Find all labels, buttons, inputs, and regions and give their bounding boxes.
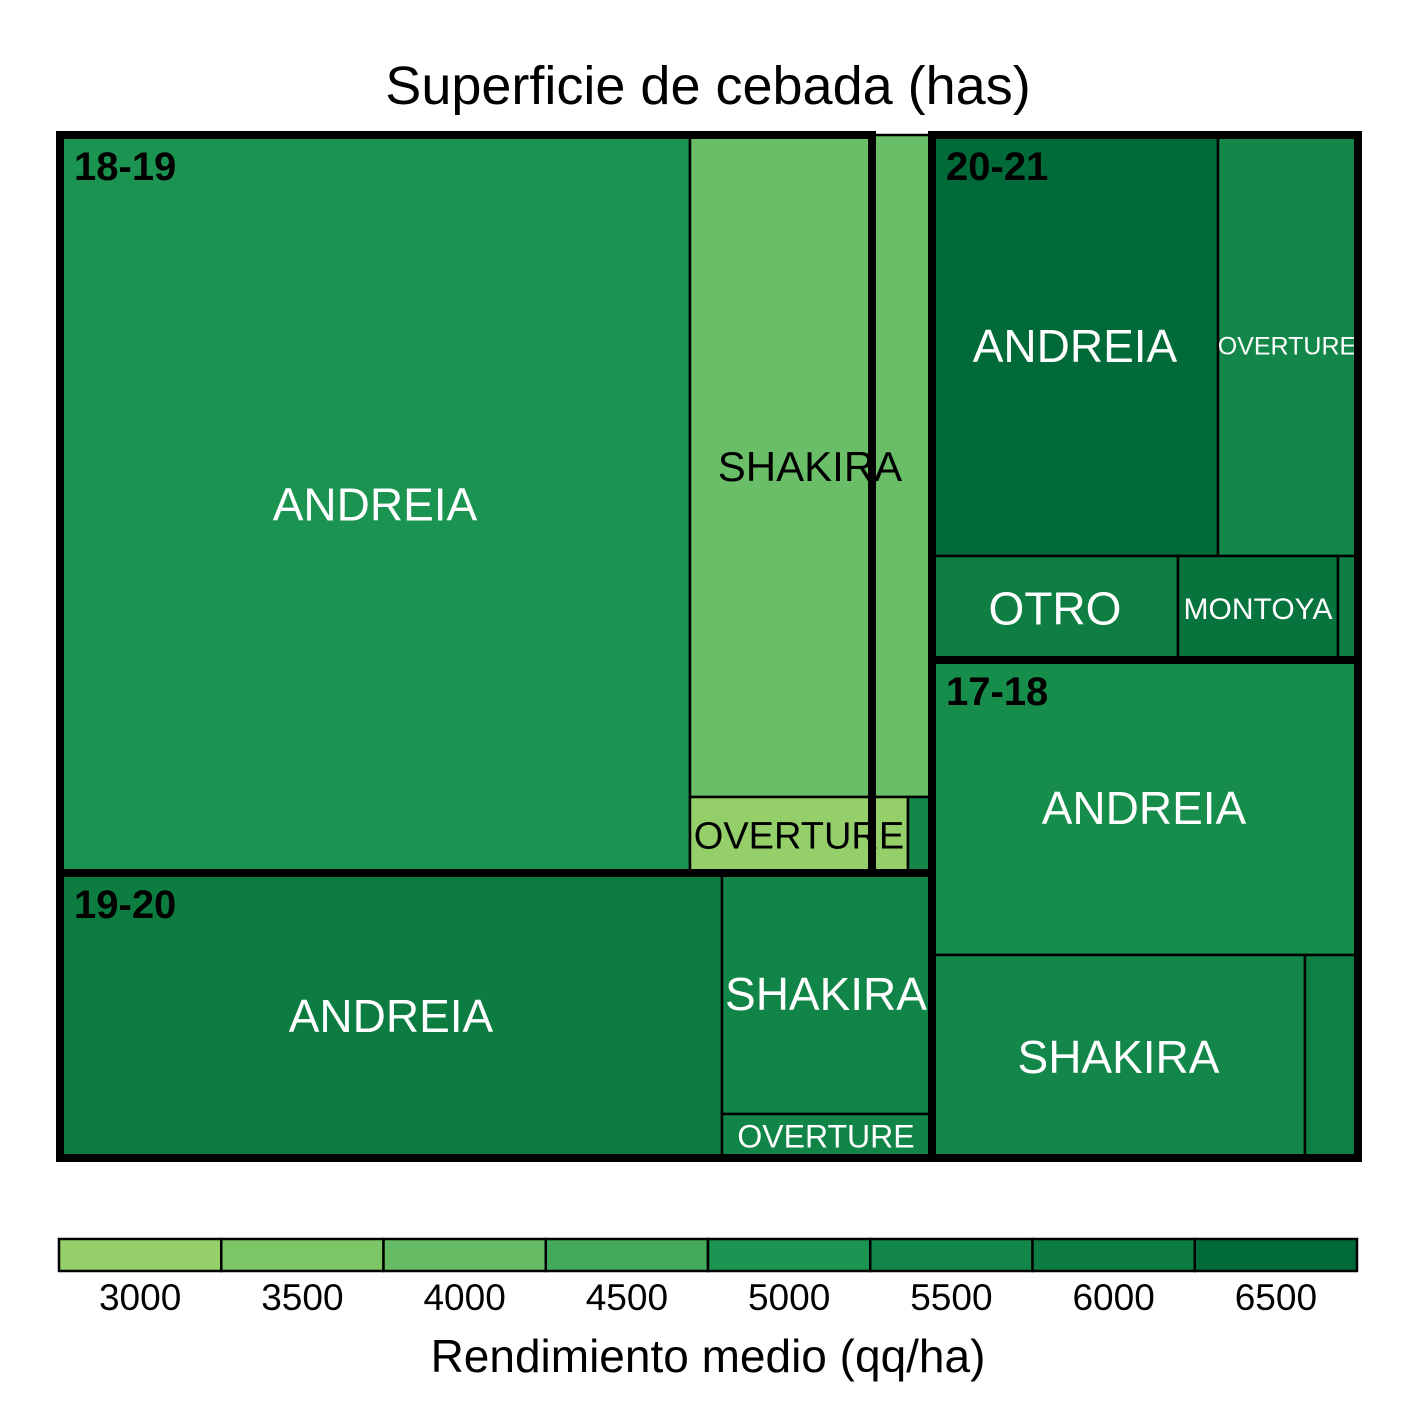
cell-label-20-21-overture: OVERTURE [1218,333,1356,361]
treemap-cell-18-19-shakira [688,133,932,799]
legend-tick-label-5000: 5000 [748,1277,830,1318]
treemap-cell-17-18-andreia [930,658,1358,957]
group-label-18-19: 18-19 [74,145,176,189]
legend-tick-label-4500: 4500 [586,1277,668,1318]
cell-label-19-20-shakira: SHAKIRA [725,968,927,1020]
color-legend: 3000 3500 4000 4500 5000 5500 6000 6500 [57,1237,1359,1318]
legend-tick-label-3000: 3000 [99,1277,181,1318]
legend-swatch-3000 [57,1237,223,1273]
cell-label-17-18-andreia: ANDREIA [1042,782,1247,834]
treemap-cell-20-21-andreia [930,133,1220,558]
group-label-20-21: 20-21 [946,145,1048,189]
treemap-cell-17-18-shakira [930,953,1307,1160]
legend-swatch-6500 [1193,1237,1359,1273]
treemap-cell-19-20-overture [720,1112,932,1160]
legend-tick-label-5500: 5500 [910,1277,992,1318]
group-label-19-20: 19-20 [74,883,176,927]
treemap-cell-19-20-shakira [720,871,932,1116]
cell-label-20-21-andreia: ANDREIA [973,320,1178,372]
group-label-17-18: 17-18 [946,670,1048,714]
cell-label-20-21-montoya: MONTOYA [1184,593,1333,626]
treemap-cell-17-18-unlabeled-2 [1303,953,1358,1160]
legend-tick-label-3500: 3500 [261,1277,343,1318]
cell-label-20-21-otro: OTRO [989,583,1122,635]
legend-swatch-5500 [869,1237,1034,1273]
legend-swatch-4000 [382,1237,547,1273]
treemap-cell-18-19-unlabeled-3 [906,795,932,875]
cell-label-17-18-shakira: SHAKIRA [1018,1031,1220,1083]
legend-tick-label-6500: 6500 [1235,1277,1317,1318]
treemap-groups: 18-19 19-20 20-21 17-18 [56,131,1362,1162]
legend-swatch-5000 [706,1237,872,1273]
legend-swatch-6000 [1031,1237,1196,1273]
legend-tick-label-4000: 4000 [423,1277,505,1318]
treemap-cell-18-19-andreia [58,133,692,875]
treemap-cells: ANDREIA SHAKIRA OVERTURE ANDREIA SHAKIRA OVER… [58,133,1358,1160]
legend-tick-label-6000: 6000 [1072,1277,1154,1318]
chart-title: Superficie de cebada (has) [385,56,1030,116]
cell-label-19-20-overture: OVERTURE [737,1119,914,1155]
group-border-17-18 [928,656,1362,1162]
treemap-cell-20-21-unlabeled-4 [1336,554,1358,662]
treemap-cell-20-21-montoya [1176,554,1340,662]
legend-title: Rendimiento medio (qq/ha) [431,1330,986,1382]
cell-label-18-19-andreia: ANDREIA [273,479,478,531]
legend-swatch-3500 [220,1237,385,1273]
cell-label-19-20-andreia: ANDREIA [289,990,494,1042]
legend-swatch-4500 [544,1237,710,1273]
treemap-cell-20-21-overture [1216,133,1358,558]
